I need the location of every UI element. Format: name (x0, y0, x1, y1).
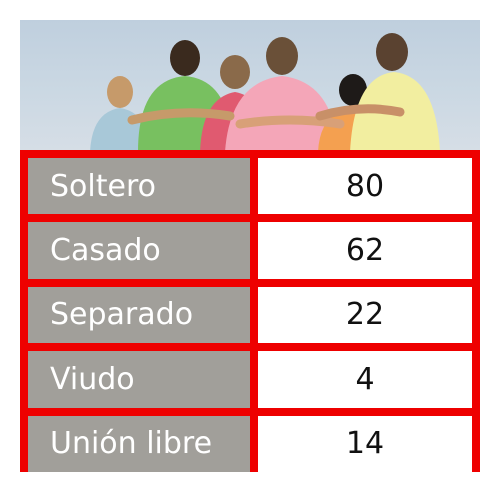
row-label: Viudo (28, 351, 250, 408)
row-label: Unión libre (28, 415, 250, 472)
header-photo (20, 20, 480, 152)
row-label: Soltero (28, 158, 250, 215)
people-illustration (90, 33, 440, 152)
marital-status-table: Soltero 80 Casado 62 Separado 22 Viudo 4 Unión l… (20, 150, 480, 472)
row-value: 22 (258, 286, 472, 344)
row-label: Casado (28, 222, 250, 279)
row-value: 14 (258, 415, 472, 472)
row-value: 62 (258, 222, 472, 279)
row-value: 4 (258, 351, 472, 408)
row-value: 80 (258, 158, 472, 215)
row-label: Separado (28, 286, 250, 344)
